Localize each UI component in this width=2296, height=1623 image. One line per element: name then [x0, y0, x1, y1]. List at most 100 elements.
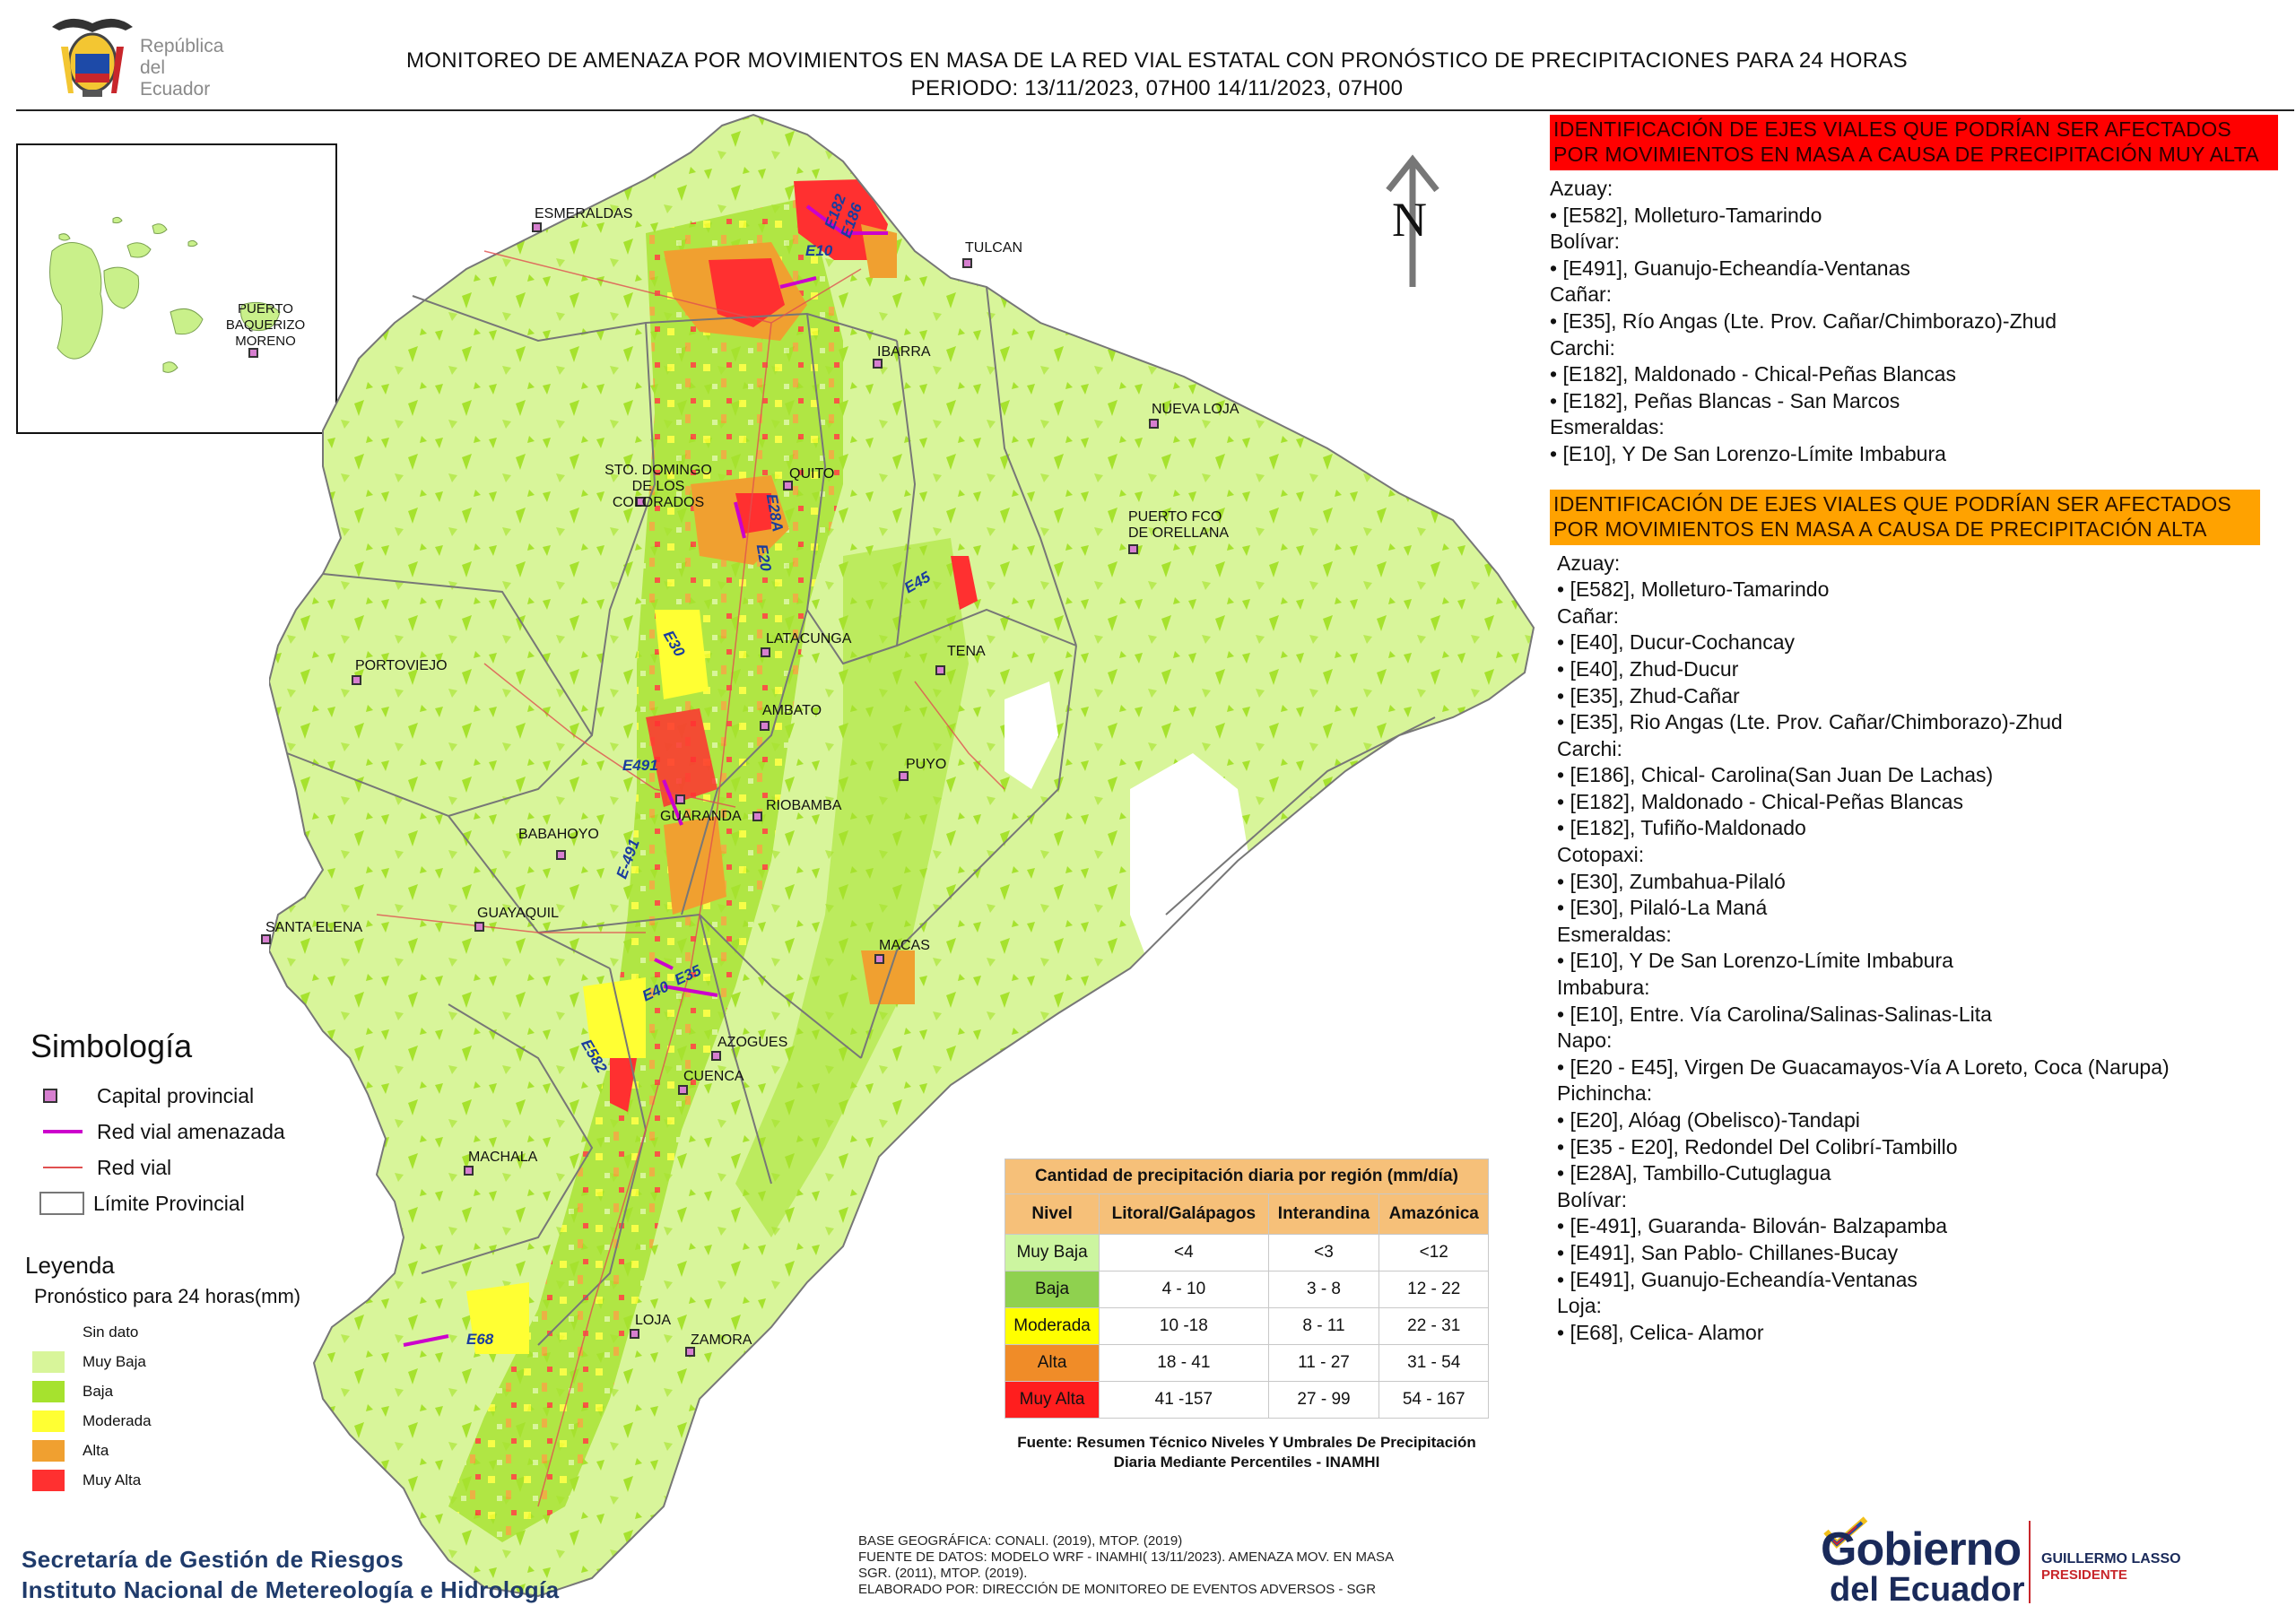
city-label-puyo: PUYO [906, 757, 947, 772]
base-info-line: SGR. (2011), MTOP. (2019). [858, 1566, 1028, 1581]
province-label: Imbabura: [1557, 976, 1650, 1000]
city-label-riobamba: RIOBAMBA [766, 798, 842, 813]
road-item: • [E582], Molleturo-Tamarindo [1557, 577, 1830, 602]
legend-label: Muy Alta [83, 1471, 142, 1488]
capital-marker-icon [352, 675, 361, 685]
legend-item: Sin dato [32, 1317, 402, 1347]
alert-list-muy-alta: Azuay: • [E582], Molleturo-Tamarindo Bolív… [1550, 176, 2278, 468]
table-header: Nivel [1004, 1193, 1100, 1235]
table-row: Muy Baja <4 <3 <12 [1004, 1234, 1489, 1271]
road-item: • [E182], Maldonado - Chical-Peñas Blanc… [1557, 789, 1963, 813]
city-label-zamora: ZAMORA [691, 1332, 752, 1348]
legend-swatch [32, 1380, 65, 1402]
symbology-label: Red vial amenazada [97, 1119, 285, 1143]
capital-marker-icon [760, 721, 770, 731]
road-item: • [E20], Alóag (Obelisco)-Tandapi [1557, 1108, 1860, 1132]
city-label-babahoyo: BABAHOYO [518, 827, 599, 842]
symbology-panel: Simbología Capital provincial Red vial a… [30, 1028, 407, 1221]
city-label-cuenca: CUENCA [683, 1069, 744, 1084]
page-title: MONITOREO DE AMENAZA POR MOVIMIENTOS EN … [269, 47, 2045, 102]
capital-marker-icon [261, 934, 271, 944]
table-cell: 22 - 31 [1378, 1307, 1489, 1345]
symbology-label: Capital provincial [97, 1083, 255, 1107]
capital-marker-icon [678, 1085, 688, 1095]
road-item: • [E491], Guanujo-Echeandía-Ventanas [1557, 1267, 1918, 1291]
table-cell: 18 - 41 [1099, 1344, 1269, 1382]
base-info: BASE GEOGRÁFICA: CONALI. (2019), MTOP. (… [858, 1533, 1394, 1598]
table-header: Interandina [1267, 1193, 1380, 1235]
road-label: E491 [622, 757, 658, 774]
alert-banner-muy-alta: IDENTIFICACIÓN DE EJES VIALES QUE PODRÍA… [1550, 115, 2278, 170]
table-cell: 12 - 22 [1378, 1271, 1489, 1308]
road-item: • [E40], Ducur-Cochancay [1557, 630, 1796, 655]
table-header: Amazónica [1378, 1193, 1489, 1235]
capital-marker-icon [962, 258, 972, 268]
province-label: Loja: [1557, 1294, 1602, 1318]
road-item: • [E182], Peñas Blancas - San Marcos [1550, 388, 1900, 412]
road-item: • [E35], Río Angas (Lte. Prov. Cañar/Chi… [1550, 308, 2057, 333]
gobierno-subword: del Ecuador [1830, 1571, 2025, 1609]
base-info-line: FUENTE DE DATOS: MODELO WRF - INAMHI( 13… [858, 1549, 1395, 1565]
city-label-azogues: AZOGUES [718, 1035, 788, 1050]
province-label: Carchi: [1557, 736, 1622, 760]
republica-line1: República [140, 36, 224, 56]
table-header: Litoral/Galápagos [1099, 1193, 1269, 1235]
road-item: • [E491], San Pablo- Chillanes-Bucay [1557, 1240, 1899, 1264]
table-cell: 27 - 99 [1267, 1381, 1380, 1419]
table-row: Baja 4 - 10 3 - 8 12 - 22 [1004, 1271, 1489, 1308]
city-label-sto-domingo: STO. DOMINGO DE LOS COLORADOS [604, 463, 712, 510]
province-label: Bolívar: [1550, 230, 1620, 254]
president-role: PRESIDENTE [2041, 1567, 2127, 1583]
road-item: • [E20 - E45], Virgen De Guacamayos-Vía … [1557, 1055, 2170, 1079]
city-label-guayaquil: GUAYAQUIL [477, 906, 559, 921]
precipitation-table: Cantidad de precipitación diaria por reg… [1004, 1159, 1489, 1419]
credit-inamhi: Instituto Nacional de Metereología e Hid… [22, 1576, 560, 1603]
city-label-ambato: AMBATO [762, 703, 822, 718]
alerts-panel: IDENTIFICACIÓN DE EJES VIALES QUE PODRÍA… [1550, 115, 2278, 1346]
symbology-label: Límite Provincial [93, 1191, 245, 1215]
capital-marker-icon [935, 665, 945, 675]
table-row: Moderada 10 -18 8 - 11 22 - 31 [1004, 1307, 1489, 1345]
capital-marker-icon [43, 1089, 57, 1103]
table-level-cell: Moderada [1004, 1307, 1100, 1345]
province-label: Cañar: [1550, 282, 1613, 307]
province-label: Cotopaxi: [1557, 843, 1645, 867]
road-item: • [E30], Pilaló-La Maná [1557, 896, 1768, 920]
road-item: • [E10], Entre. Vía Carolina/Salinas-Sal… [1557, 1002, 1992, 1026]
road-item: • [E28A], Tambillo-Cutuglagua [1557, 1161, 1831, 1185]
road-label: E68 [466, 1331, 494, 1348]
table-cell: <3 [1267, 1234, 1380, 1271]
table-source: Fuente: Resumen Técnico Niveles Y Umbral… [1017, 1434, 1476, 1471]
table-cell: <12 [1378, 1234, 1489, 1271]
symbology-item: Red vial amenazada [30, 1114, 407, 1150]
capital-marker-icon [1149, 419, 1159, 429]
legend-item: Muy Baja [32, 1347, 402, 1376]
capital-marker-icon [685, 1347, 695, 1357]
road-item: • [E35], Rio Angas (Lte. Prov. Cañar/Chi… [1557, 710, 2063, 734]
city-label-machala: MACHALA [468, 1150, 538, 1165]
gobierno-word: Gobierno [1821, 1523, 2022, 1575]
city-label-portoviejo: PORTOVIEJO [355, 658, 448, 673]
province-label: Pichincha: [1557, 1081, 1653, 1106]
threatened-road-icon [43, 1130, 83, 1133]
legend-label: Moderada [83, 1411, 152, 1429]
capital-marker-icon [532, 222, 542, 232]
legend-swatch [32, 1439, 65, 1462]
city-label-loja: LOJA [635, 1313, 672, 1328]
road-item: • [E30], Zumbahua-Pilaló [1557, 869, 1786, 893]
north-arrow-icon [1386, 154, 1439, 287]
city-label-tena: TENA [947, 644, 986, 659]
galapagos-islands [49, 216, 281, 373]
province-label: Cañar: [1557, 603, 1620, 628]
base-info-line: BASE GEOGRÁFICA: CONALI. (2019), MTOP. (… [858, 1533, 1183, 1549]
legend-swatch [32, 1350, 65, 1373]
legend-swatch [32, 1410, 65, 1432]
north-arrow: N [1381, 152, 1444, 296]
legend-panel: Leyenda Pronóstico para 24 horas(mm) Sin… [25, 1252, 402, 1495]
galapagos-inset: PUERTO BAQUERIZO MORENO [16, 143, 337, 434]
road-item: • [E68], Celica- Alamor [1557, 1320, 1764, 1344]
base-info-line: ELABORADO POR: DIRECCIÓN DE MONITOREO DE… [858, 1582, 1377, 1597]
legend-swatch [32, 1469, 65, 1491]
legend-title: Leyenda [25, 1252, 115, 1279]
symbology-label: Red vial [97, 1155, 172, 1179]
